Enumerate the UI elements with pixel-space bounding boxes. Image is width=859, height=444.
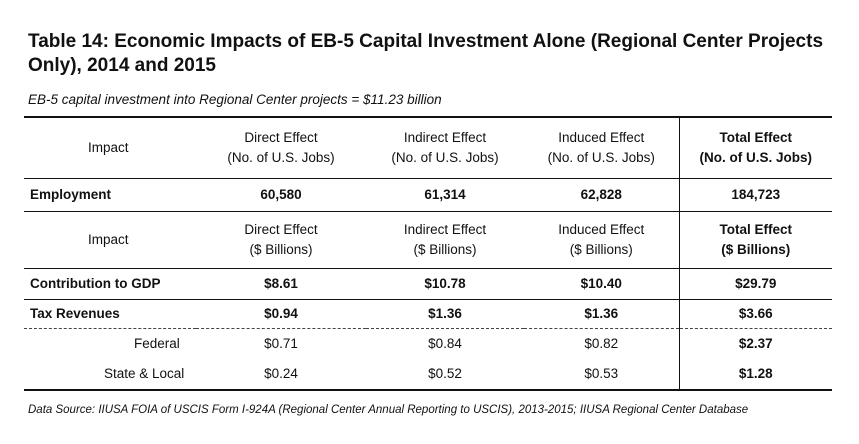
header-line: Direct Effect: [244, 130, 318, 145]
economic-impacts-table: Impact Direct Effect (No. of U.S. Jobs) …: [24, 116, 832, 391]
header-line: Indirect Effect: [403, 130, 487, 145]
header-unit: (No. of U.S. Jobs): [391, 150, 499, 165]
header-line: Total Effect: [719, 130, 792, 145]
gdp-row: Contribution to GDP $8.61 $10.78 $10.40 …: [24, 268, 832, 300]
header-line: Total Effect: [719, 222, 792, 237]
data-source-note: Data Source: IIUSA FOIA of USCIS Form I-…: [28, 404, 749, 416]
induced-effect-header: Induced Effect (No. of U.S. Jobs): [524, 116, 679, 179]
total-effect-header: Total Effect (No. of U.S. Jobs): [678, 116, 832, 179]
direct-value: 60,580: [196, 178, 366, 212]
row-label: Tax Revenues: [24, 299, 196, 329]
header-line: Indirect Effect: [403, 222, 487, 237]
total-value: $1.28: [678, 359, 832, 391]
table-title: Table 14: Economic Impacts of EB-5 Capit…: [28, 31, 824, 76]
impact-header: Impact: [24, 116, 196, 179]
header-unit: ($ Billions): [413, 242, 477, 257]
indirect-effect-header: Indirect Effect (No. of U.S. Jobs): [366, 116, 524, 179]
indirect-effect-header: Indirect Effect ($ Billions): [366, 212, 524, 269]
total-value: 184,723: [678, 178, 832, 212]
indirect-value: $10.78: [366, 268, 524, 300]
row-label: Federal: [134, 336, 180, 351]
header-unit: (No. of U.S. Jobs): [699, 150, 813, 165]
row-label: Employment: [24, 178, 196, 212]
header-unit: ($ Billions): [569, 242, 633, 257]
header-unit: ($ Billions): [249, 242, 313, 257]
induced-value: $0.53: [524, 359, 679, 391]
row-label: State & Local: [24, 359, 196, 391]
indirect-value: $1.36: [366, 299, 524, 329]
indirect-value: 61,314: [366, 178, 524, 212]
header-line: Direct Effect: [244, 222, 318, 237]
indirect-value: $0.52: [366, 359, 524, 391]
direct-value: $8.61: [196, 268, 366, 300]
header-unit: (No. of U.S. Jobs): [547, 150, 655, 165]
header-line: Induced Effect: [558, 130, 645, 145]
federal-row: Federal $0.71 $0.84 $0.82 $2.37: [24, 328, 832, 359]
employment-row: Employment 60,580 61,314 62,828 184,723: [24, 178, 832, 212]
direct-value: $0.94: [196, 299, 366, 329]
row-label: Contribution to GDP: [24, 268, 196, 300]
total-value: $2.37: [678, 328, 832, 359]
state-local-row: State & Local $0.24 $0.52 $0.53 $1.28: [24, 359, 832, 391]
impact-header: Impact: [88, 232, 129, 247]
dollars-header-row: Impact Direct Effect ($ Billions) Indire…: [24, 211, 832, 269]
tax-revenues-row: Tax Revenues $0.94 $1.36 $1.36 $3.66: [24, 299, 832, 329]
direct-effect-header: Direct Effect ($ Billions): [196, 212, 366, 269]
induced-value: 62,828: [524, 178, 679, 212]
jobs-header-row: Impact Direct Effect (No. of U.S. Jobs) …: [24, 116, 832, 179]
indirect-value: $0.84: [428, 336, 462, 351]
total-value: $29.79: [678, 268, 832, 300]
total-effect-header: Total Effect ($ Billions): [678, 211, 832, 269]
table-subtitle: EB-5 capital investment into Regional Ce…: [28, 92, 442, 107]
header-line: Induced Effect: [558, 222, 645, 237]
induced-value: $1.36: [524, 299, 679, 329]
header-unit: (No. of U.S. Jobs): [227, 150, 335, 165]
total-value: $3.66: [678, 299, 832, 329]
induced-value: $0.82: [584, 336, 619, 351]
direct-effect-header: Direct Effect (No. of U.S. Jobs): [196, 116, 366, 179]
induced-effect-header: Induced Effect ($ Billions): [524, 212, 679, 269]
header-unit: ($ Billions): [721, 242, 791, 257]
induced-value: $10.40: [524, 268, 679, 300]
direct-value: $0.71: [264, 336, 298, 351]
direct-value: $0.24: [196, 359, 366, 391]
